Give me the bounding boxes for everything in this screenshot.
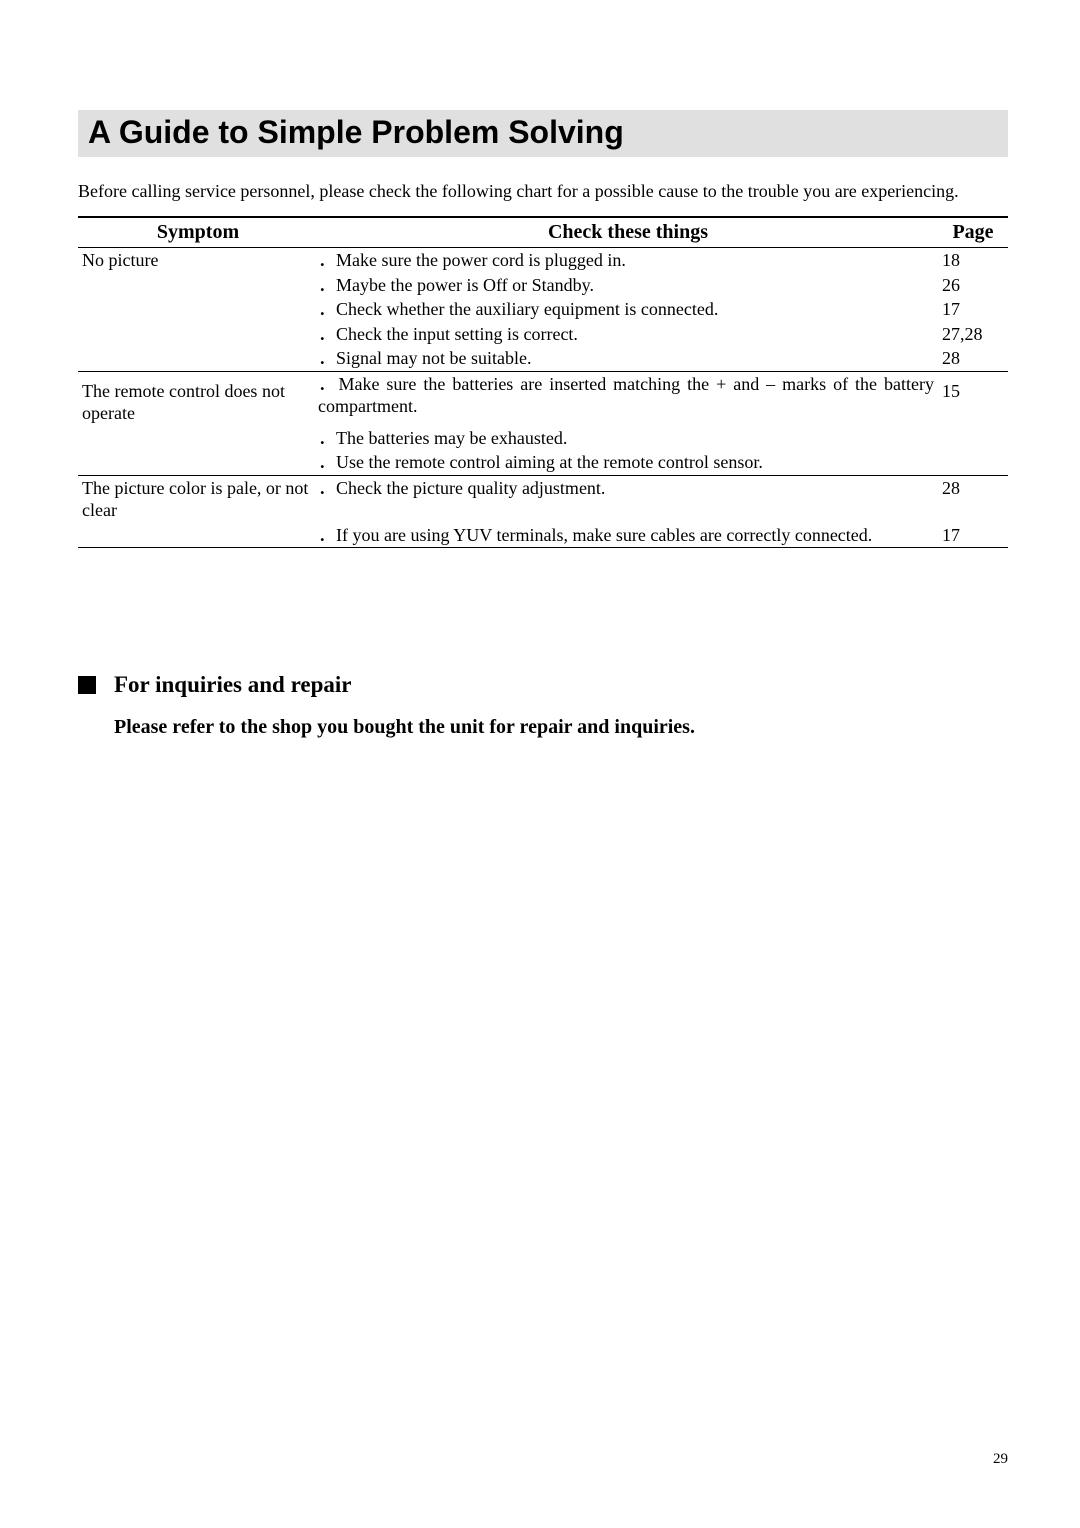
cell-symptom [78, 450, 318, 475]
cell-page: 18 [938, 248, 1008, 273]
troubleshoot-table: Symptom Check these things Page No pictu… [78, 216, 1008, 548]
page-title: A Guide to Simple Problem Solving [78, 110, 1008, 157]
table-row: ．Check the input setting is correct.27,2… [78, 322, 1008, 347]
cell-page: 27,28 [938, 322, 1008, 347]
table-row: No picture．Make sure the power cord is p… [78, 248, 1008, 273]
table-row: The picture color is pale, or not clear．… [78, 475, 1008, 523]
table-row: The remote control does not operate．Make… [78, 371, 1008, 426]
table-row: ．If you are using YUV terminals, make su… [78, 523, 1008, 548]
intro-text: Before calling service personnel, please… [78, 181, 1008, 202]
cell-check: ．Check the picture quality adjustment. [318, 475, 938, 523]
cell-check: ．Check the input setting is correct. [318, 322, 938, 347]
cell-page: 28 [938, 475, 1008, 523]
cell-page: 17 [938, 297, 1008, 322]
table-row: ．Use the remote control aiming at the re… [78, 450, 1008, 475]
table-row: ．Signal may not be suitable.28 [78, 346, 1008, 371]
table-row: ．The batteries may be exhausted. [78, 426, 1008, 451]
cell-check: ．If you are using YUV terminals, make su… [318, 523, 938, 548]
col-header-check: Check these things [318, 217, 938, 248]
col-header-page: Page [938, 217, 1008, 248]
cell-page [938, 450, 1008, 475]
cell-check: ．Signal may not be suitable. [318, 346, 938, 371]
cell-page: 28 [938, 346, 1008, 371]
cell-check: ．Maybe the power is Off or Standby. [318, 273, 938, 298]
cell-symptom: No picture [78, 248, 318, 273]
inquiries-section: For inquiries and repair Please refer to… [78, 672, 1008, 739]
cell-page: 17 [938, 523, 1008, 548]
cell-page: 26 [938, 273, 1008, 298]
cell-page [938, 426, 1008, 451]
cell-symptom: The picture color is pale, or not clear [78, 475, 318, 523]
table-row: ．Maybe the power is Off or Standby.26 [78, 273, 1008, 298]
cell-check: ．The batteries may be exhausted. [318, 426, 938, 451]
cell-symptom: The remote control does not operate [78, 371, 318, 426]
cell-check: ．Check whether the auxiliary equipment i… [318, 297, 938, 322]
table-row: ．Check whether the auxiliary equipment i… [78, 297, 1008, 322]
cell-check: ．Make sure the power cord is plugged in. [318, 248, 938, 273]
inquiries-heading: For inquiries and repair [114, 672, 351, 698]
cell-symptom [78, 523, 318, 548]
cell-symptom [78, 426, 318, 451]
cell-symptom [78, 273, 318, 298]
cell-page: 15 [938, 371, 1008, 426]
inquiries-body: Please refer to the shop you bought the … [114, 716, 1008, 739]
cell-check: ．Make sure the batteries are inserted ma… [318, 371, 938, 426]
page-number: 29 [993, 1451, 1008, 1468]
cell-symptom [78, 322, 318, 347]
col-header-symptom: Symptom [78, 217, 318, 248]
square-bullet-icon [78, 676, 96, 694]
cell-symptom [78, 297, 318, 322]
cell-check: ．Use the remote control aiming at the re… [318, 450, 938, 475]
cell-symptom [78, 346, 318, 371]
